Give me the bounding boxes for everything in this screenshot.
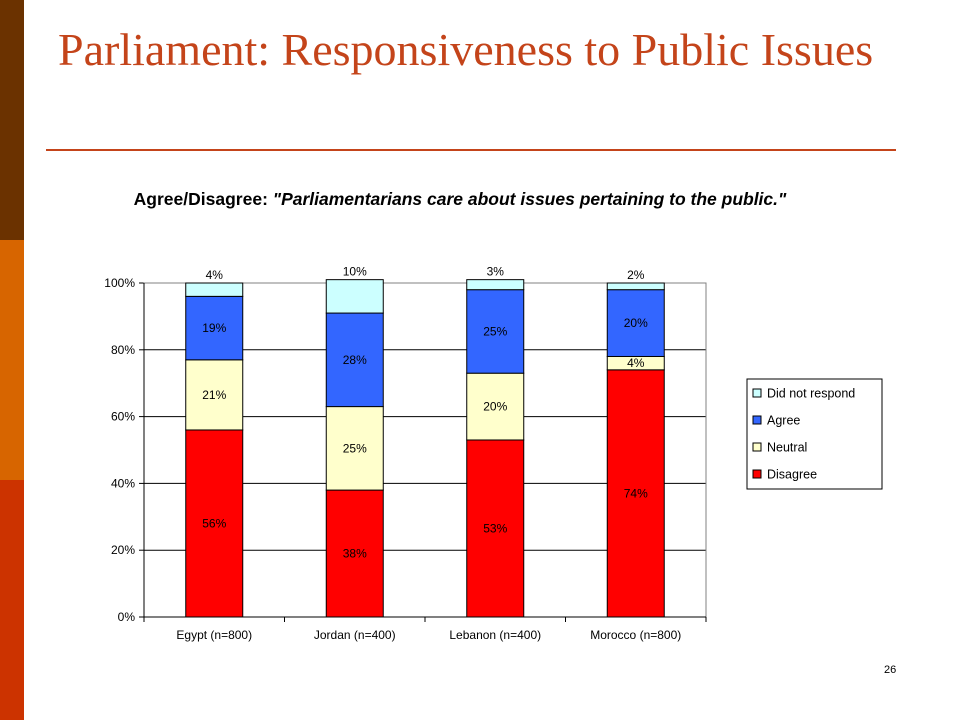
bar-segment-neutral: [466, 372, 525, 441]
bar-segment-disagree: [325, 489, 384, 618]
data-label: 3%: [487, 265, 505, 279]
data-label: 20%: [624, 316, 648, 330]
bar-segment-agree: [185, 295, 244, 361]
bar-segment-neutral: [185, 359, 244, 431]
side-bar-bottom: [0, 480, 24, 720]
y-tick-label: 80%: [111, 343, 135, 357]
data-label: 4%: [206, 268, 224, 282]
data-label: 4%: [627, 356, 645, 370]
side-bar-middle: [0, 240, 24, 480]
bar-segment-neutral: [325, 406, 384, 491]
bar-segment-agree: [466, 289, 525, 374]
legend-swatch: [752, 469, 762, 479]
data-label: 25%: [343, 441, 367, 455]
title-divider: [46, 149, 896, 151]
chart-title-quote: "Parliamentarians care about issues pert…: [272, 189, 787, 209]
y-tick-label: 0%: [118, 610, 136, 624]
data-label: 10%: [343, 265, 367, 279]
y-tick-label: 100%: [104, 276, 135, 290]
x-tick-label: Egypt (n=800): [176, 628, 252, 642]
data-label: 25%: [483, 324, 507, 338]
legend-swatch: [752, 442, 762, 452]
bar-segment-agree: [606, 289, 665, 357]
legend-label: Did not respond: [767, 387, 855, 401]
data-label: 21%: [202, 388, 226, 402]
legend-swatch: [752, 388, 762, 398]
data-label: 38%: [343, 547, 367, 561]
y-tick-label: 20%: [111, 543, 135, 557]
bar-segment-did-not-respond: [185, 282, 244, 297]
slide-title: Parliament: Responsiveness to Public Iss…: [58, 24, 874, 75]
page-number: 26: [884, 664, 897, 676]
data-label: 20%: [483, 400, 507, 414]
side-bar-top: [0, 0, 24, 240]
y-tick-label: 40%: [111, 476, 135, 490]
x-tick-label: Lebanon (n=400): [449, 628, 541, 642]
data-label: 53%: [483, 521, 507, 535]
chart-title: Agree/Disagree: "Parliamentarians care a…: [100, 186, 820, 212]
bar-segment-disagree: [185, 429, 244, 618]
data-label: 28%: [343, 353, 367, 367]
bar-segment-disagree: [466, 439, 525, 618]
legend-label: Disagree: [767, 468, 817, 482]
bar-segment-did-not-respond: [466, 279, 525, 291]
data-label: 56%: [202, 516, 226, 530]
bar-segment-agree: [325, 312, 384, 408]
legend-label: Neutral: [767, 441, 807, 455]
legend: [746, 378, 883, 490]
data-label: 19%: [202, 321, 226, 335]
bar-segment-did-not-respond: [325, 279, 384, 314]
y-tick-label: 60%: [111, 410, 135, 424]
legend-swatch: [752, 415, 762, 425]
bar-segment-did-not-respond: [606, 282, 665, 291]
bar-segment-disagree: [606, 369, 665, 618]
x-tick-label: Morocco (n=800): [590, 628, 681, 642]
data-label: 74%: [624, 486, 648, 500]
legend-label: Agree: [767, 414, 800, 428]
chart-title-prefix: Agree/Disagree:: [133, 189, 268, 209]
x-tick-label: Jordan (n=400): [314, 628, 396, 642]
data-label: 2%: [627, 268, 645, 282]
